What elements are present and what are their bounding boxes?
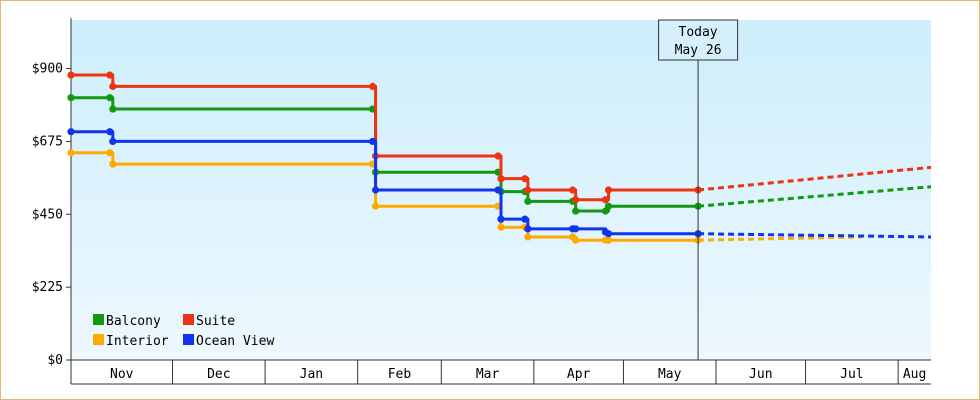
data-point-interior xyxy=(109,160,117,168)
data-point-suite xyxy=(521,175,529,183)
data-point-suite xyxy=(572,196,580,204)
x-tick-label: May xyxy=(658,367,682,382)
data-point-interior xyxy=(524,233,532,241)
x-ticks: Nov Dec Jan Feb Mar Apr May Jun Jul Aug xyxy=(110,360,926,384)
data-point-ocean-view xyxy=(371,186,380,194)
data-point-ocean-view xyxy=(67,128,75,136)
data-point-ocean-view xyxy=(604,230,613,238)
today-label: Today xyxy=(679,25,718,40)
series-layer xyxy=(67,71,932,244)
legend-label-interior: Interior xyxy=(106,334,169,349)
x-tick-label: Aug xyxy=(903,367,926,382)
data-point-balcony xyxy=(572,207,580,215)
data-point-suite xyxy=(604,186,613,194)
series-projection-balcony xyxy=(697,185,932,208)
data-point-balcony xyxy=(106,94,114,102)
data-point-interior xyxy=(604,236,613,244)
data-point-suite xyxy=(109,82,117,90)
series-projection-interior xyxy=(698,235,863,242)
data-point-suite xyxy=(524,186,532,194)
y-tick-label: $675 xyxy=(32,134,63,149)
legend-label-balcony: Balcony xyxy=(106,314,161,329)
data-point-balcony xyxy=(524,197,532,205)
x-tick-label: Jun xyxy=(749,367,772,382)
series-projection-suite xyxy=(697,165,932,192)
legend-label-suite: Suite xyxy=(196,314,235,329)
data-point-ocean-view xyxy=(572,225,580,233)
y-tick-label: $225 xyxy=(32,280,63,295)
x-tick-label: Nov xyxy=(110,367,134,382)
x-tick-label: Jan xyxy=(300,367,323,382)
data-point-interior xyxy=(67,149,75,157)
legend: Balcony Suite Interior Ocean View xyxy=(93,314,274,349)
x-tick-label: Dec xyxy=(207,367,230,382)
data-point-ocean-view xyxy=(497,215,505,223)
series-projection-ocean-view xyxy=(698,232,932,239)
data-point-suite xyxy=(569,186,577,194)
today-marker: Today May 26 xyxy=(658,19,739,360)
data-point-interior xyxy=(497,223,505,231)
data-point-ocean-view xyxy=(368,137,377,146)
data-point-suite xyxy=(494,152,502,160)
y-ticks: $0 $225 $450 $675 $900 xyxy=(32,62,71,368)
today-box xyxy=(658,19,739,61)
x-tick-label: Feb xyxy=(388,367,412,382)
data-point-suite xyxy=(368,82,377,90)
x-tick-label: Jul xyxy=(840,367,863,382)
series-line-suite xyxy=(71,73,699,202)
legend-label-ocean-view: Ocean View xyxy=(196,334,274,349)
data-point-balcony xyxy=(604,202,613,210)
data-point-interior xyxy=(371,202,380,210)
y-tick-label: $900 xyxy=(32,62,63,77)
series-line-balcony xyxy=(71,96,699,213)
data-point-suite xyxy=(67,71,75,79)
data-point-ocean-view xyxy=(494,186,502,194)
data-point-interior xyxy=(106,149,114,157)
x-tick-label: Apr xyxy=(567,367,591,382)
x-tick-label: Mar xyxy=(476,367,500,382)
data-point-suite xyxy=(601,196,610,204)
data-point-balcony xyxy=(109,105,117,113)
legend-swatch-balcony xyxy=(93,314,104,325)
data-point-ocean-view xyxy=(106,128,114,136)
legend-swatch-interior xyxy=(93,334,104,345)
data-point-suite xyxy=(497,175,505,183)
data-point-ocean-view xyxy=(524,225,532,233)
y-tick-label: $450 xyxy=(32,207,63,222)
y-tick-label: $0 xyxy=(47,353,63,368)
data-point-interior xyxy=(572,236,580,244)
data-point-suite xyxy=(106,71,114,79)
data-point-ocean-view xyxy=(521,215,529,223)
legend-swatch-ocean-view xyxy=(183,334,194,345)
data-point-ocean-view xyxy=(109,137,117,146)
today-date: May 26 xyxy=(675,43,722,58)
legend-swatch-suite xyxy=(183,314,194,325)
data-point-balcony xyxy=(67,94,75,102)
